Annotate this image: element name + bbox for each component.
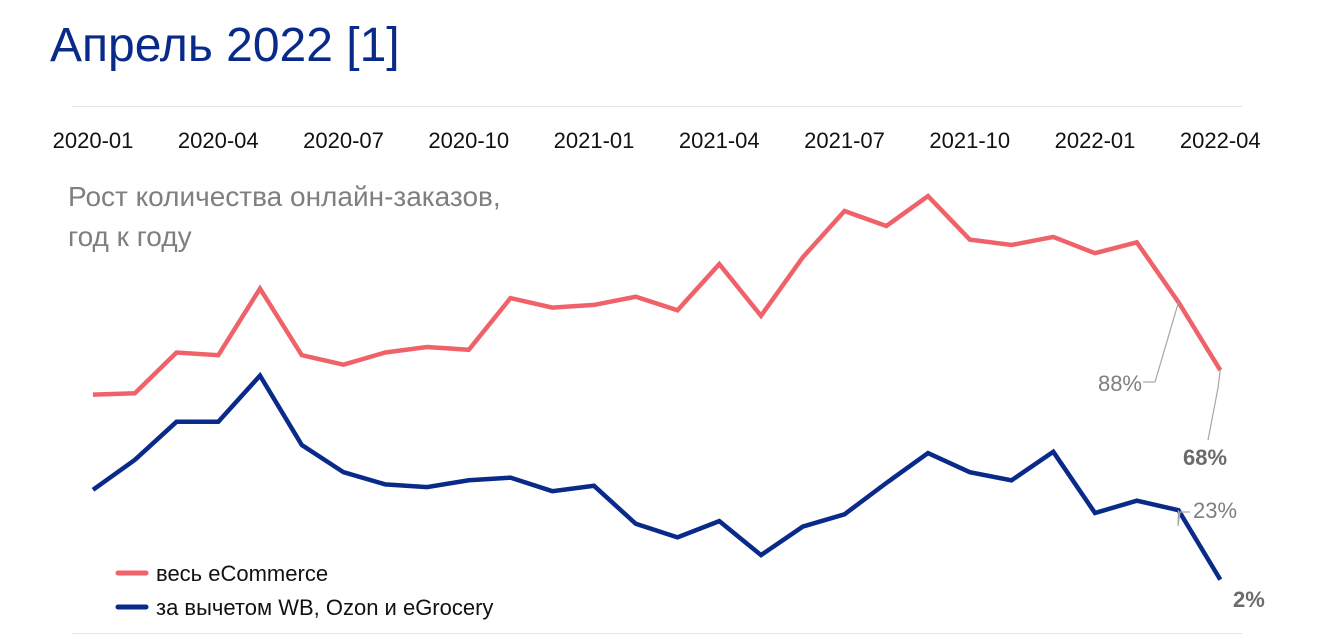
series-line-excluding [91, 371, 1223, 581]
bottom-divider [72, 633, 1242, 634]
annotation-leader-line [1143, 301, 1180, 383]
series-layer [91, 193, 1223, 581]
x-tick-label: 2020-01 [53, 128, 134, 153]
annotation-leader-line [1177, 510, 1190, 527]
legend-label-excluding: за вычетом WB, Ozon и eGrocery [156, 595, 493, 620]
data-label-23-percent: 23% [1193, 498, 1237, 523]
legend: весь eCommerce за вычетом WB, Ozon и eGr… [115, 561, 493, 620]
x-tick-label: 2021-04 [679, 128, 760, 153]
x-tick-label: 2021-10 [929, 128, 1010, 153]
x-tick-label: 2020-10 [428, 128, 509, 153]
x-tick-label: 2022-01 [1055, 128, 1136, 153]
data-label-88-percent: 88% [1098, 371, 1142, 396]
x-tick-label: 2021-07 [804, 128, 885, 153]
chart-subtitle-line-1: Рост количества онлайн-заказов, [68, 181, 501, 212]
x-tick-label: 2020-04 [178, 128, 259, 153]
data-label-68-percent: 68% [1183, 445, 1227, 470]
x-tick-label: 2020-07 [303, 128, 384, 153]
x-axis-ticks: 2020-01 2020-04 2020-07 2020-10 2021-01 2021-… [53, 128, 1261, 153]
x-tick-label: 2022-04 [1180, 128, 1261, 153]
legend-label-ecommerce: весь eCommerce [156, 561, 328, 586]
x-tick-label: 2021-01 [554, 128, 635, 153]
annotation-layer: 88% 68% 23% 2% [1098, 301, 1265, 612]
series-line-ecommerce [92, 193, 1223, 397]
page-title: Апрель 2022 [1] [50, 19, 400, 72]
chart-subtitle-line-2: год к году [68, 221, 192, 252]
top-divider [72, 106, 1242, 107]
annotation-leader-line [1207, 370, 1221, 441]
data-label-2-percent: 2% [1233, 587, 1265, 612]
